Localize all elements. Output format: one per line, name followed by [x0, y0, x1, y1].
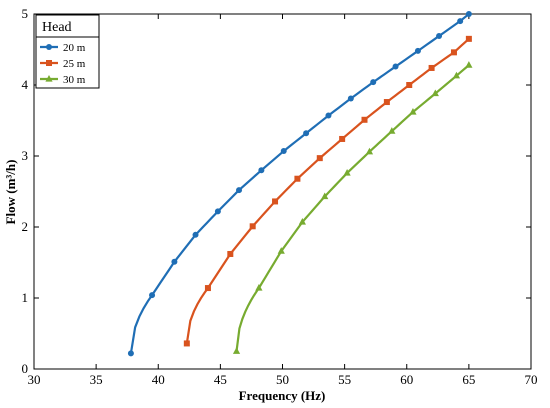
data-point: [383, 99, 390, 106]
legend-label: 20 m: [63, 42, 86, 54]
legend-swatch-marker: [45, 75, 53, 82]
x-tick-label: 65: [462, 372, 475, 387]
x-tick-label: 60: [400, 372, 413, 387]
data-point: [227, 250, 234, 257]
data-point: [457, 18, 464, 25]
y-tick-label: 5: [22, 6, 29, 21]
x-tick-label: 50: [276, 372, 289, 387]
data-point: [465, 61, 473, 68]
y-tick-label: 4: [22, 77, 29, 92]
legend-title: Head: [42, 20, 72, 35]
y-tick-label: 1: [22, 290, 29, 305]
data-point: [392, 63, 399, 70]
legend-entry-2: 25 m: [40, 58, 86, 70]
data-point: [127, 350, 134, 357]
x-tick-label: 55: [338, 372, 351, 387]
series-layer: [127, 11, 473, 357]
series-1: [127, 11, 472, 357]
legend-label: 30 m: [63, 74, 86, 86]
data-point: [414, 47, 421, 54]
legend-swatch-marker: [46, 44, 52, 50]
data-point: [431, 89, 439, 97]
y-axis-label: Flow (m³/h): [3, 160, 18, 225]
plot-frame: [33, 13, 532, 370]
legend-entry-1: 20 m: [40, 42, 86, 54]
x-tick-label: 70: [525, 372, 538, 387]
series-line: [129, 13, 470, 354]
legend-entry-3: 30 m: [40, 74, 86, 86]
series-line: [185, 38, 470, 344]
legend-label: 25 m: [63, 58, 86, 70]
data-point: [436, 33, 443, 40]
data-point: [236, 187, 243, 194]
data-point: [204, 285, 211, 292]
y-tick-label: 3: [22, 148, 29, 163]
data-point: [149, 292, 156, 299]
data-point: [465, 11, 472, 17]
legend-box: [35, 14, 100, 89]
data-point: [171, 258, 178, 265]
data-point: [232, 347, 241, 354]
legend: Head 20 m 25 m 30 m: [35, 14, 100, 89]
x-tick-label: 45: [214, 372, 227, 387]
data-point: [347, 95, 354, 102]
data-point: [365, 147, 374, 155]
data-point: [258, 167, 265, 174]
data-point: [361, 116, 368, 123]
series-3: [232, 61, 473, 354]
data-point: [450, 49, 457, 56]
legend-swatch-marker: [46, 60, 52, 66]
y-tick-label: 0: [22, 361, 29, 376]
data-point: [388, 127, 396, 134]
data-point: [214, 208, 221, 215]
data-point: [183, 340, 190, 347]
data-point: [249, 223, 256, 230]
data-point: [277, 247, 285, 254]
data-point: [294, 175, 301, 182]
data-point: [325, 112, 332, 119]
data-point: [409, 107, 417, 115]
x-axis-label: Frequency (Hz): [239, 388, 326, 403]
x-tick-label: 30: [28, 372, 41, 387]
y-tick-label: 2: [22, 219, 29, 234]
series-2: [183, 35, 472, 347]
data-point: [370, 79, 377, 86]
x-tick-label: 35: [90, 372, 103, 387]
series-line: [235, 64, 470, 352]
data-point: [343, 169, 351, 176]
data-point: [255, 284, 263, 291]
data-point: [303, 130, 310, 137]
data-point: [406, 82, 413, 88]
data-point: [298, 218, 306, 225]
data-point: [428, 64, 435, 71]
data-point: [272, 198, 279, 205]
data-point: [465, 35, 472, 42]
data-point: [280, 148, 287, 155]
data-point: [316, 155, 323, 162]
x-tick-label: 40: [152, 372, 165, 387]
data-point: [321, 192, 329, 200]
data-point: [192, 231, 199, 238]
data-point: [452, 71, 461, 79]
data-point: [339, 135, 346, 142]
